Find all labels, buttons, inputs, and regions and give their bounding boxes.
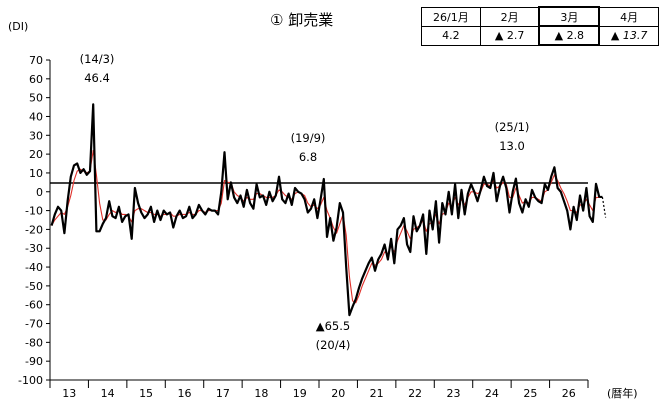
year-label: 25 (523, 387, 537, 400)
table-value-cell-highlight: ▲ 2.8 (538, 25, 601, 46)
y-tick-label: -60 (25, 299, 43, 312)
actual-di-line (50, 103, 603, 317)
x-axis-years: 13 14 15 16 17 18 19 20 21 22 23 24 25 26 (49, 380, 589, 400)
annotation-value: 13.0 (499, 139, 525, 153)
year-label: 21 (370, 387, 384, 400)
y-tick-label: -10 (25, 205, 43, 218)
y-tick-label: 60 (29, 73, 43, 86)
annotation-date: (25/1) (495, 120, 530, 134)
annotation-date: (19/9) (291, 131, 326, 145)
table-header-cell-highlight: 3月 (538, 6, 601, 27)
y-tick-label: -30 (25, 242, 43, 255)
table-header-cell: 4月 (598, 6, 659, 27)
table-header-row: 26/1月 2月 3月 4月 (421, 6, 659, 27)
year-label: 13 (62, 387, 76, 400)
y-tick-label: 0 (36, 186, 43, 199)
table-value-cell: ▲ 2.7 (479, 25, 540, 46)
annotation-date: (14/3) (80, 52, 115, 66)
y-tick-label: -100 (18, 374, 43, 387)
table-value-cell-forecast: ▲ 13.7 (598, 25, 659, 46)
y-tick-label: -40 (25, 261, 43, 274)
chart-title: ① 卸売業 (270, 11, 333, 29)
y-tick-label: 20 (29, 148, 43, 161)
annotation-date: (20/4) (316, 338, 351, 352)
annotations: (14/3) 46.4 (19/9) 6.8 ▲65.5 (20/4) (25/1) 13.0 (80, 52, 530, 352)
year-label: 23 (447, 387, 461, 400)
year-label: 26 (562, 387, 576, 400)
table-value-cell: 4.2 (421, 25, 481, 46)
y-unit-label: (DI) (8, 20, 28, 33)
year-label: 17 (216, 387, 230, 400)
year-label: 18 (254, 387, 268, 400)
y-tick-label: 70 (29, 54, 43, 67)
y-tick-label: -90 (25, 355, 43, 368)
year-label: 15 (139, 387, 153, 400)
annotation-value: 6.8 (299, 150, 317, 164)
y-tick-label: -70 (25, 318, 43, 331)
year-label: 20 (331, 387, 345, 400)
year-label: 16 (178, 387, 192, 400)
table-value-row: 4.2 ▲ 2.7 ▲ 2.8 ▲ 13.7 (421, 25, 659, 46)
year-label: 19 (293, 387, 307, 400)
y-tick-label: 40 (29, 110, 43, 123)
x-unit-label: (暦年) (607, 386, 638, 400)
y-axis-ticks: 70 60 50 40 30 20 10 0 -10 -20 -30 -40 -50 -60 -70 -80 -… (18, 54, 50, 387)
y-tick-label: -80 (25, 336, 43, 349)
table-header-cell: 2月 (479, 6, 540, 27)
y-tick-label: 50 (29, 92, 43, 105)
y-tick-label: 10 (29, 167, 43, 180)
year-label: 22 (408, 387, 422, 400)
annotation-value: ▲65.5 (316, 319, 350, 333)
y-tick-label: -50 (25, 280, 43, 293)
series-group (50, 103, 607, 317)
forecast-dotted-line (601, 196, 607, 218)
year-label: 14 (101, 387, 115, 400)
y-tick-label: -20 (25, 223, 43, 236)
annotation-value: 46.4 (84, 71, 110, 85)
table-header-cell: 26/1月 (421, 6, 481, 27)
y-tick-label: 30 (29, 129, 43, 142)
recent-di-table: 26/1月 2月 3月 4月 4.2 ▲ 2.7 ▲ 2.8 ▲ 13.7 (421, 6, 659, 46)
year-label: 24 (485, 387, 499, 400)
